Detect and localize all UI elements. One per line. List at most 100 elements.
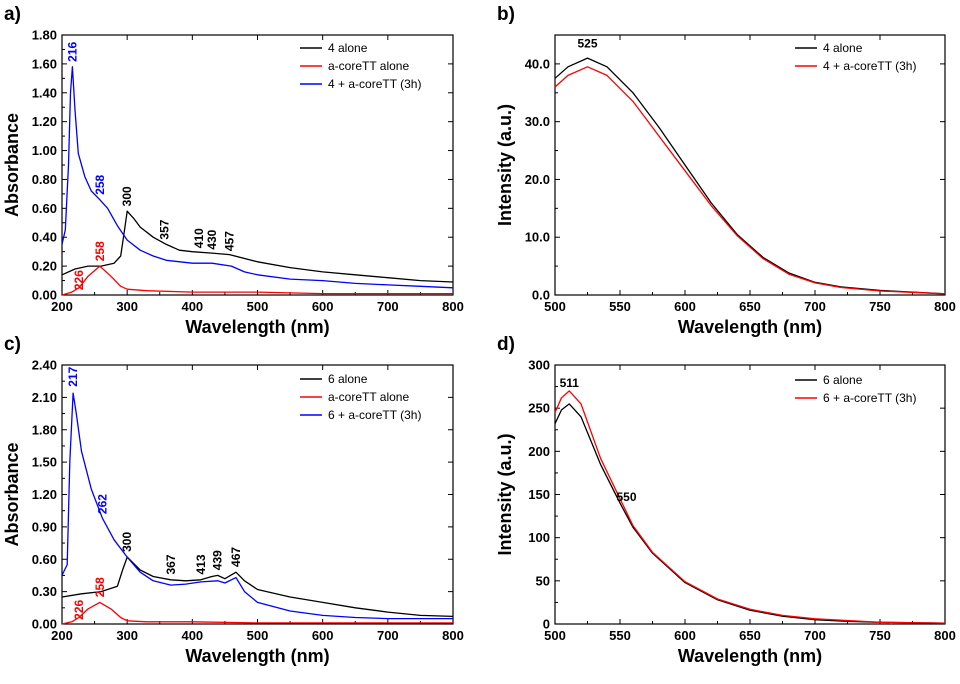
peak-label: 413	[194, 554, 208, 574]
y-tick-label: 0	[543, 617, 550, 632]
series-line-6-alone	[554, 403, 946, 624]
x-tick-label: 650	[739, 299, 761, 314]
x-tick-label: 600	[312, 299, 334, 314]
y-tick-label: 0.90	[32, 519, 57, 534]
peak-label: 430	[205, 229, 219, 249]
x-tick-label: 600	[674, 628, 696, 643]
x-tick-label: 600	[312, 628, 334, 643]
y-axis-title: Intensity (a.u.)	[495, 104, 515, 226]
peak-label: 258	[93, 241, 107, 261]
peak-label: 216	[65, 42, 79, 62]
x-tick-label: 600	[674, 299, 696, 314]
series-line-a-corett-alone	[61, 265, 453, 296]
panel-a: a) 200 300 400 500 600 700 800 0.00 0.20 0.40 0.60 0…	[2, 4, 464, 337]
y-axis-title: Absorbance	[2, 113, 22, 217]
peak-label: 511	[560, 376, 580, 390]
x-tick-label: 400	[181, 299, 203, 314]
y-tick-label: 0.0	[532, 288, 550, 303]
legend-entry: 6 alone	[328, 372, 368, 386]
panel-letter: c)	[4, 334, 21, 355]
x-tick-label: 800	[934, 628, 956, 643]
x-tick-label: 700	[804, 299, 826, 314]
peak-label: 410	[192, 228, 206, 248]
x-tick-label: 800	[442, 628, 464, 643]
series-line-a-corett-alone	[61, 601, 453, 625]
series-line-4-alone	[61, 210, 454, 283]
panel-letter: a)	[4, 4, 21, 25]
peak-label: 226	[72, 270, 86, 290]
y-tick-label: 1.20	[32, 487, 57, 502]
x-tick-label: 800	[442, 299, 464, 314]
peak-label: 367	[164, 554, 178, 574]
legend-entry: 6 + a-coreTT (3h)	[823, 391, 916, 405]
peak-label: 226	[72, 599, 86, 619]
x-tick-label: 800	[934, 299, 956, 314]
legend-entry: 4 alone	[823, 41, 863, 55]
y-tick-label: 0.00	[32, 617, 57, 632]
panel-letter: d)	[497, 334, 515, 355]
y-tick-label: 2.10	[32, 390, 57, 405]
x-tick-label: 700	[804, 628, 826, 643]
x-tick-label: 500	[544, 628, 566, 643]
peak-label: 357	[157, 219, 171, 239]
peak-label: 525	[577, 36, 597, 50]
x-tick-label: 750	[869, 299, 891, 314]
y-tick-label: 1.60	[32, 56, 57, 71]
series-line-4-a-corett-3h	[554, 66, 946, 295]
legend-entry: 6 alone	[823, 373, 863, 387]
peak-label: 258	[93, 174, 107, 194]
peak-label: 457	[222, 231, 236, 251]
x-tick-label: 300	[116, 628, 138, 643]
peak-label: 217	[66, 366, 80, 386]
y-tick-label: 50	[536, 573, 550, 588]
y-tick-label: 1.50	[32, 455, 57, 470]
y-axis-title: Intensity (a.u.)	[495, 433, 515, 555]
x-tick-label: 750	[869, 628, 891, 643]
y-tick-label: 20.0	[525, 172, 550, 187]
x-tick-label: 400	[181, 628, 203, 643]
y-tick-label: 0.00	[32, 288, 57, 303]
y-tick-label: 1.80	[32, 422, 57, 437]
peak-label: 439	[211, 550, 225, 570]
series-line-4-a-corett-3h	[61, 66, 454, 289]
y-tick-label: 0.60	[32, 201, 57, 216]
legend-entry: a-coreTT alone	[328, 390, 409, 404]
y-tick-label: 2.40	[32, 358, 57, 373]
legend-entry: 4 + a-coreTT (3h)	[823, 59, 916, 73]
x-tick-label: 550	[609, 628, 631, 643]
y-tick-label: 200	[528, 444, 550, 459]
x-tick-label: 500	[247, 299, 269, 314]
y-tick-label: 0.80	[32, 172, 57, 187]
peak-label: 300	[120, 532, 134, 552]
x-tick-label: 500	[544, 299, 566, 314]
y-tick-label: 300	[528, 358, 550, 373]
peak-label: 300	[120, 186, 134, 206]
y-tick-label: 0.40	[32, 230, 57, 245]
x-tick-label: 700	[377, 299, 399, 314]
y-tick-label: 40.0	[525, 56, 550, 71]
y-axis-title: Absorbance	[2, 442, 22, 546]
x-tick-label: 300	[116, 299, 138, 314]
x-axis-title: Wavelength (nm)	[185, 646, 329, 666]
series-line-6-a-corett-3h	[554, 390, 946, 624]
y-tick-label: 100	[528, 530, 550, 545]
x-axis-title: Wavelength (nm)	[678, 646, 822, 666]
panel-c: c) 200 300 400 500 600 700 800 0.00 0.30 0.60 0.90 1…	[2, 334, 464, 666]
y-tick-label: 1.80	[32, 28, 57, 43]
x-tick-label: 650	[739, 628, 761, 643]
y-tick-label: 10.0	[525, 230, 550, 245]
panel-b: b) 500 550 600 650 700 750 800 0.0 10.0 20.0 30.0 40…	[495, 4, 956, 337]
series-line-6-a-corett-3h	[61, 392, 453, 620]
x-tick-label: 200	[51, 299, 73, 314]
legend-entry: a-coreTT alone	[328, 59, 409, 73]
x-tick-label: 200	[51, 628, 73, 643]
x-tick-label: 500	[247, 628, 269, 643]
y-tick-label: 150	[528, 487, 550, 502]
x-axis-title: Wavelength (nm)	[185, 317, 329, 337]
y-tick-label: 1.00	[32, 143, 57, 158]
peak-label: 467	[229, 547, 243, 567]
panel-letter: b)	[497, 4, 515, 25]
y-tick-label: 0.20	[32, 259, 57, 274]
x-tick-label: 550	[609, 299, 631, 314]
